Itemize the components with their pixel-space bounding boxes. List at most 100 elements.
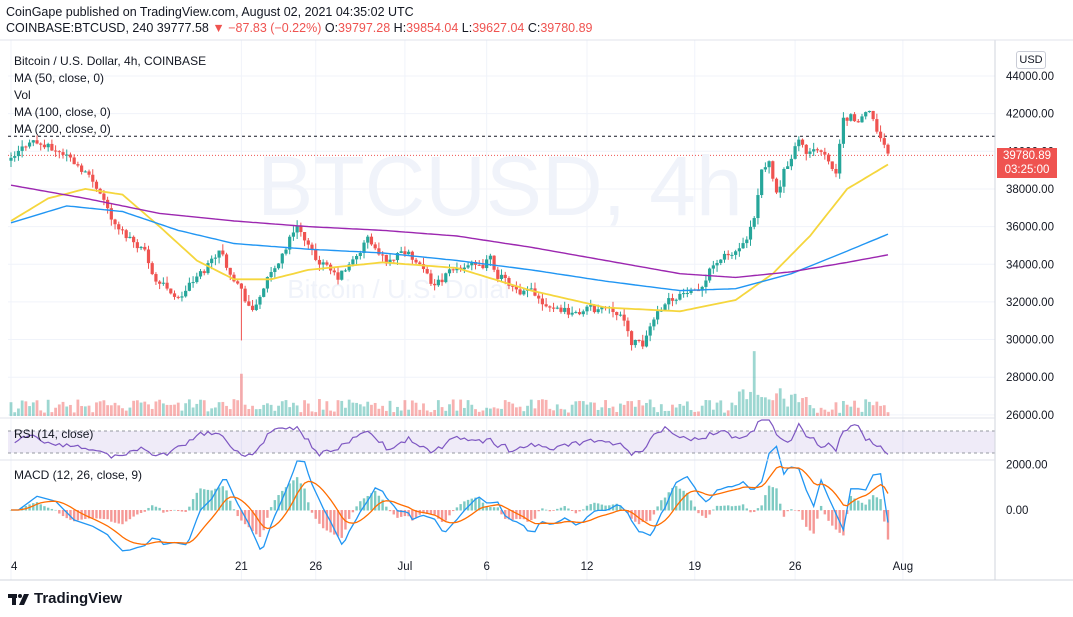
candle-body bbox=[511, 285, 515, 287]
candle-body bbox=[670, 298, 675, 301]
candle-body bbox=[618, 314, 623, 316]
volume-bar bbox=[797, 402, 801, 416]
y-tick-label: 44000.00 bbox=[1006, 71, 1054, 83]
volume-bar bbox=[61, 401, 65, 416]
volume-bar bbox=[856, 407, 860, 416]
macd-histogram-bar bbox=[307, 502, 310, 511]
volume-bar bbox=[187, 399, 191, 416]
volume-bar bbox=[526, 405, 529, 416]
macd-histogram-bar bbox=[143, 510, 146, 512]
volume-bar bbox=[849, 406, 853, 416]
macd-histogram-bar bbox=[173, 509, 176, 511]
volume-bar bbox=[358, 404, 362, 416]
volume-bar bbox=[399, 410, 403, 416]
volume-bar bbox=[117, 405, 121, 416]
volume-bar bbox=[373, 402, 377, 416]
macd-histogram-bar bbox=[46, 507, 50, 511]
volume-bar bbox=[310, 411, 314, 416]
bar-countdown: 03:25:00 bbox=[1004, 164, 1050, 176]
candle-body bbox=[726, 253, 730, 256]
candle-body bbox=[399, 251, 403, 254]
candle-body bbox=[354, 256, 359, 260]
candle-body bbox=[722, 253, 727, 260]
candle-body bbox=[715, 262, 719, 266]
macd-histogram-bar bbox=[273, 500, 277, 511]
x-tick-label: 19 bbox=[688, 561, 701, 573]
volume-bar bbox=[109, 405, 113, 416]
candle-body bbox=[875, 119, 879, 132]
candle-body bbox=[585, 306, 589, 312]
candle-body bbox=[187, 282, 191, 291]
macd-histogram-bar bbox=[492, 507, 496, 511]
candle-body bbox=[637, 340, 641, 342]
currency-button[interactable]: USD bbox=[1016, 51, 1046, 69]
candle-body bbox=[68, 154, 73, 158]
candle-body bbox=[514, 285, 518, 290]
volume-bar bbox=[615, 411, 619, 416]
volume-bar bbox=[440, 407, 444, 416]
volume-bar bbox=[633, 406, 637, 416]
volume-bar bbox=[280, 401, 284, 416]
macd-histogram-bar bbox=[225, 490, 228, 511]
candle-body bbox=[644, 335, 649, 347]
candle-body bbox=[169, 288, 173, 294]
candle-body bbox=[719, 259, 723, 263]
macd-histogram-bar bbox=[541, 508, 544, 511]
candle-body bbox=[793, 146, 797, 159]
candle-body bbox=[551, 307, 556, 309]
macd-histogram-bar bbox=[72, 510, 76, 522]
watermark-symbol: BTCUSD, 4h bbox=[257, 139, 742, 233]
candle-body bbox=[135, 242, 139, 249]
brand-name: TradingView bbox=[34, 590, 123, 607]
volume-bar bbox=[648, 399, 652, 416]
macd-histogram-bar bbox=[106, 510, 109, 520]
legend-ma200: MA (200, close, 0) bbox=[14, 122, 111, 136]
macd-histogram-bar bbox=[251, 510, 254, 532]
candle-body bbox=[462, 267, 466, 270]
candle-body bbox=[16, 150, 21, 157]
volume-bar bbox=[340, 400, 344, 416]
candle-body bbox=[254, 304, 258, 311]
volume-bar bbox=[403, 400, 407, 416]
volume-bar bbox=[39, 410, 43, 416]
macd-histogram-bar bbox=[489, 507, 492, 511]
candle-body bbox=[280, 253, 284, 264]
tradingview-brand[interactable]: TradingView bbox=[8, 590, 122, 607]
volume-bar bbox=[139, 402, 143, 416]
macd-histogram-bar bbox=[674, 486, 678, 511]
candle-body bbox=[774, 178, 779, 193]
candle-body bbox=[841, 117, 846, 144]
macd-histogram-bar bbox=[318, 510, 321, 524]
macd-histogram-bar bbox=[656, 506, 659, 511]
candle-body bbox=[139, 246, 143, 249]
candle-body bbox=[611, 307, 615, 313]
candle-body bbox=[522, 290, 526, 295]
change-value: −87.83 (−0.22%) bbox=[228, 21, 322, 35]
candle-body bbox=[13, 156, 17, 158]
candle-body bbox=[224, 254, 229, 268]
macd-histogram-bar bbox=[151, 505, 154, 511]
candle-body bbox=[674, 299, 678, 301]
open-value: 39797.28 bbox=[338, 21, 391, 35]
candle-body bbox=[834, 168, 838, 174]
candle-body bbox=[704, 280, 708, 287]
volume-bar bbox=[121, 408, 124, 416]
macd-histogram-bar bbox=[91, 510, 94, 519]
candle-body bbox=[180, 296, 184, 298]
macd-histogram-bar bbox=[712, 509, 715, 511]
candle-body bbox=[120, 229, 125, 231]
volume-bar bbox=[671, 404, 674, 416]
macd-histogram-bar bbox=[206, 489, 210, 511]
volume-bar bbox=[529, 399, 533, 416]
volume-bar bbox=[778, 388, 782, 416]
volume-bar bbox=[221, 401, 225, 416]
macd-histogram-bar bbox=[169, 510, 172, 512]
volume-bar bbox=[767, 399, 771, 416]
candle-body bbox=[629, 331, 634, 346]
volume-bar bbox=[366, 401, 370, 416]
macd-histogram-bar bbox=[422, 510, 425, 514]
macd-histogram-bar bbox=[634, 510, 637, 522]
macd-histogram-bar bbox=[110, 510, 113, 522]
x-tick-label: 21 bbox=[235, 561, 248, 573]
